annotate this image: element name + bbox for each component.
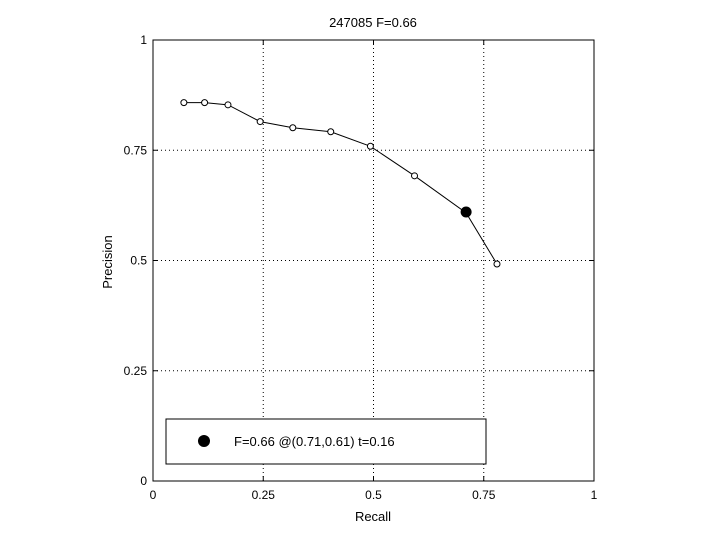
chart-title: 247085 F=0.66 bbox=[329, 15, 417, 30]
data-point bbox=[411, 172, 419, 180]
x-tick-label: 0.5 bbox=[365, 488, 382, 502]
y-tick-label: 0 bbox=[140, 474, 147, 488]
x-axis-label: Recall bbox=[355, 509, 391, 524]
data-point bbox=[180, 99, 188, 107]
data-point bbox=[327, 128, 335, 136]
legend-box bbox=[165, 418, 487, 465]
legend-marker bbox=[198, 435, 210, 447]
y-tick-label: 0.75 bbox=[124, 143, 148, 157]
x-tick-label: 0.75 bbox=[472, 488, 496, 502]
series-line bbox=[183, 102, 498, 265]
data-point bbox=[256, 118, 264, 126]
x-tick-label: 0.25 bbox=[252, 488, 276, 502]
y-tick-label: 0.25 bbox=[124, 364, 148, 378]
data-point bbox=[493, 260, 501, 268]
x-tick-labels: 0 0.25 0.5 0.75 1 bbox=[150, 488, 598, 502]
axis-ticks bbox=[152, 39, 595, 482]
best-f-point bbox=[460, 206, 472, 218]
y-tick-labels: 0 0.25 0.5 0.75 1 bbox=[124, 33, 148, 488]
legend: F=0.66 @(0.71,0.61) t=0.16 bbox=[165, 418, 487, 465]
series-group bbox=[180, 99, 501, 268]
y-axis-label: Precision bbox=[100, 235, 115, 288]
data-point bbox=[201, 99, 209, 107]
x-tick-label: 0 bbox=[150, 488, 157, 502]
y-tick-label: 1 bbox=[140, 33, 147, 47]
y-tick-label: 0.5 bbox=[130, 254, 147, 268]
data-point bbox=[224, 101, 232, 109]
grid bbox=[153, 40, 594, 481]
data-point bbox=[289, 124, 297, 132]
data-point bbox=[366, 142, 374, 150]
x-tick-label: 1 bbox=[591, 488, 598, 502]
legend-entry-label: F=0.66 @(0.71,0.61) t=0.16 bbox=[234, 434, 395, 449]
